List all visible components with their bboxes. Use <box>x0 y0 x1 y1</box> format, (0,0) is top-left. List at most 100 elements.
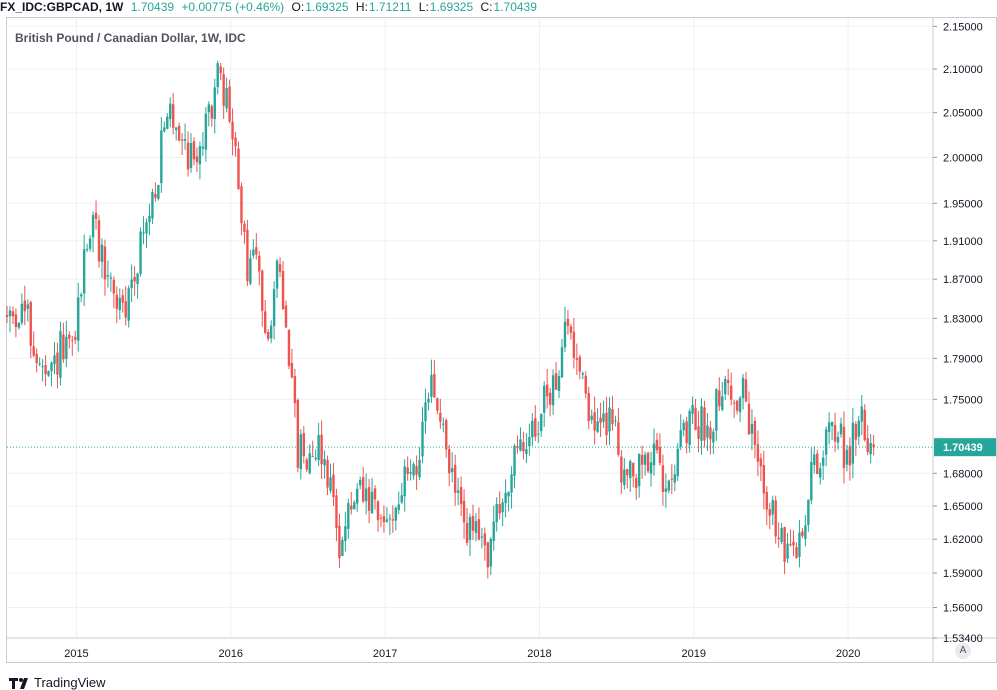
candle-body <box>706 425 709 438</box>
candle-body <box>358 479 362 486</box>
candle-body <box>670 478 674 480</box>
candle-body <box>163 127 166 132</box>
symbol-label[interactable]: FX_IDC:GBPCAD, 1W <box>0 0 124 14</box>
candle-body <box>160 130 163 184</box>
candle-body <box>85 248 89 250</box>
candle-body <box>477 519 481 540</box>
candle-body <box>551 375 555 406</box>
candle-body <box>519 439 522 451</box>
candle-body <box>863 409 866 440</box>
candle-body <box>756 444 760 462</box>
candle-body <box>560 347 564 378</box>
candle-body <box>174 127 178 131</box>
candle-body <box>427 398 430 403</box>
candle-body <box>412 464 415 476</box>
candle-body <box>795 547 798 559</box>
candle-body <box>341 539 344 556</box>
candle-body <box>335 495 338 529</box>
candle-body <box>848 446 852 466</box>
candle-body <box>379 517 383 519</box>
price-tick-label: 1.68000 <box>943 468 983 480</box>
candle-body <box>510 474 513 493</box>
candle-body <box>299 434 303 470</box>
candle-body <box>833 424 837 442</box>
candle-body <box>326 459 329 488</box>
candle-body <box>364 488 368 502</box>
candle-body <box>771 500 774 515</box>
candle-body <box>489 539 492 567</box>
candle-body <box>617 422 620 455</box>
candle-body <box>649 462 653 474</box>
candle-body <box>62 334 65 360</box>
candle-body <box>311 456 314 458</box>
candle-body <box>148 215 151 223</box>
candle-body <box>453 464 457 493</box>
candle-body <box>79 294 83 297</box>
candle-body <box>590 415 593 420</box>
candle-body <box>56 352 59 375</box>
candle-body <box>11 311 15 317</box>
price-tick-label: 1.56000 <box>943 603 983 615</box>
candle-body <box>664 488 668 492</box>
candle-body <box>525 449 528 455</box>
candle-body <box>195 156 199 163</box>
candle-body <box>424 402 427 422</box>
candle-body <box>578 356 582 372</box>
candle-body <box>540 413 543 432</box>
candle-body <box>857 420 861 437</box>
candle-body <box>554 373 558 390</box>
time-axis[interactable]: 2015 2016 2017 2018 2019 2020 <box>64 648 860 660</box>
candle-body <box>732 402 736 404</box>
candle-body <box>709 427 712 440</box>
candle-body <box>759 458 763 467</box>
candle-body <box>186 142 190 170</box>
candle-body <box>762 465 766 494</box>
price-tick-label: 1.87000 <box>943 274 983 286</box>
candle-body <box>53 355 56 365</box>
candle-body <box>201 146 205 149</box>
candle-body <box>534 418 537 437</box>
price-tick-label: 1.59000 <box>943 568 983 580</box>
candle-body <box>753 420 757 445</box>
candle-body <box>629 461 632 479</box>
candle-body <box>332 474 335 498</box>
candle-body <box>204 113 208 150</box>
candle-body <box>727 379 730 384</box>
candle-body <box>827 422 831 432</box>
tradingview-logo[interactable]: TradingView <box>8 675 106 690</box>
candle-body <box>177 125 181 141</box>
candle-body <box>486 542 490 568</box>
candle-body <box>353 502 356 510</box>
high-label: H: <box>355 0 368 14</box>
candle-body <box>94 212 98 219</box>
candle-body <box>685 421 688 444</box>
candle-body <box>255 247 258 255</box>
candle-body <box>382 516 386 523</box>
candle-body <box>317 434 320 461</box>
candle-body <box>338 525 341 558</box>
candle-body <box>20 303 24 323</box>
candle-body <box>765 491 768 510</box>
tradingview-icon <box>9 677 28 689</box>
symbol-header: FX_IDC:GBPCAD, 1W 1.70439 +0.00775 (+0.4… <box>0 0 997 16</box>
candle-body <box>17 322 21 328</box>
candle-body <box>118 297 121 311</box>
last-price-tag-label: 1.70439 <box>943 442 983 454</box>
price-axis[interactable]: 2.15000 2.10000 2.05000 2.00000 1.95000 1.910… <box>933 21 983 645</box>
candle-body <box>436 398 439 411</box>
candle-body <box>569 326 573 333</box>
candle-body <box>237 148 240 190</box>
candle-body <box>729 385 733 400</box>
candle-body <box>296 399 300 468</box>
candle-body <box>507 492 510 497</box>
candle-body <box>59 331 62 378</box>
price-tick-label: 1.65000 <box>943 501 983 513</box>
auto-scale-button[interactable]: A <box>955 643 971 659</box>
candle-body <box>712 431 715 443</box>
candle-body <box>323 459 326 466</box>
candle-body <box>854 424 858 440</box>
candle-body <box>370 491 374 514</box>
candle-body <box>741 377 745 399</box>
candle-body <box>320 434 323 465</box>
